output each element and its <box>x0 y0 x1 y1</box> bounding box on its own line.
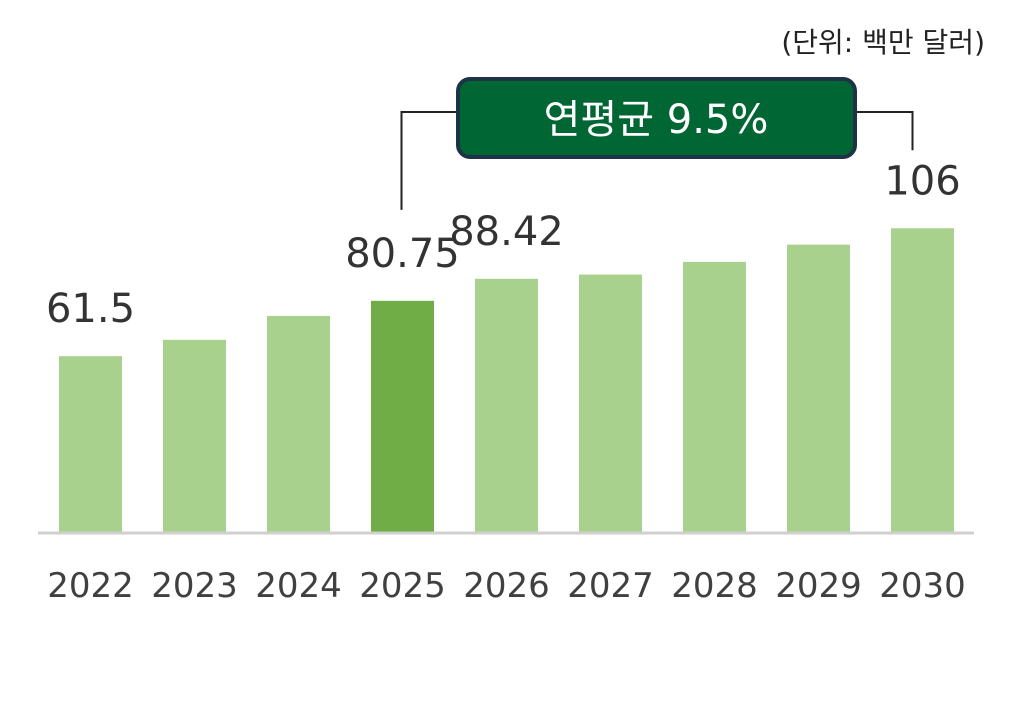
cagr-box <box>456 77 857 159</box>
bar-2030 <box>891 228 954 533</box>
x-tick-2028: 2028 <box>671 566 758 606</box>
cagr-bracket-left <box>400 111 458 210</box>
cagr-annotation: 연평균 9.5% <box>400 77 914 210</box>
x-tick-2025: 2025 <box>359 566 446 606</box>
x-tick-2029: 2029 <box>775 566 862 606</box>
bar-2029 <box>787 244 850 533</box>
bar-2026 <box>475 278 538 533</box>
x-tick-2022: 2022 <box>47 566 134 606</box>
value-label-2022: 61.5 <box>46 286 135 332</box>
bar-2024 <box>267 315 330 533</box>
value-label-2025: 80.75 <box>345 231 460 277</box>
x-tick-2026: 2026 <box>463 566 550 606</box>
value-label-2030: 106 <box>884 158 960 204</box>
cagr-bracket-right <box>855 111 914 151</box>
x-tick-labels: 2022 2023 2024 2025 2026 2027 2028 2029 2030 <box>47 566 966 606</box>
bar-2022 <box>59 356 122 533</box>
cagr-label: 연평균 9.5% <box>544 97 769 143</box>
x-tick-2024: 2024 <box>255 566 342 606</box>
bar-2027 <box>579 274 642 533</box>
bar-2023 <box>163 339 226 533</box>
unit-label: (단위: 백만 달러) <box>781 26 985 59</box>
x-tick-2030: 2030 <box>879 566 966 606</box>
bars <box>59 228 954 533</box>
x-tick-2023: 2023 <box>151 566 238 606</box>
bar-2028 <box>683 261 746 533</box>
value-label-2026: 88.42 <box>449 209 564 255</box>
x-tick-2027: 2027 <box>567 566 654 606</box>
bar-2025 <box>371 300 434 533</box>
